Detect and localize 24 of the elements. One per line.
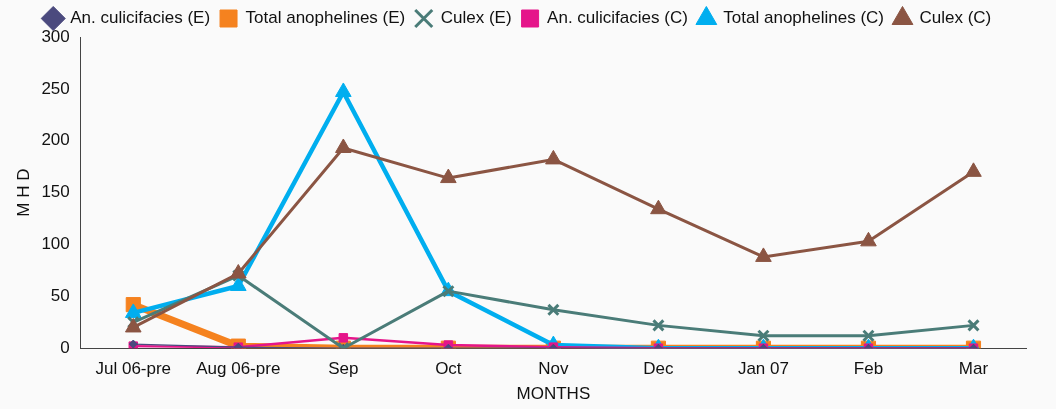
y-tick-label: 150 [41, 182, 70, 202]
legend-label: Culex (E) [440, 8, 512, 28]
y-axis-title: M H D [13, 168, 33, 217]
x-tick-label: Sep [328, 359, 359, 379]
y-tick-label: 250 [41, 78, 70, 98]
legend-label: An. culicifacies (E) [70, 8, 211, 28]
legend-label: An. culicifacies (C) [547, 8, 688, 28]
legend-label: Total anophelines (E) [245, 8, 406, 28]
x-tick-label: Nov [538, 359, 569, 379]
legend-label: Total anophelines (C) [723, 8, 885, 28]
y-tick-label: 50 [50, 286, 70, 306]
x-tick-label: Jul 06-pre [95, 359, 172, 379]
x-tick-label: Dec [643, 359, 675, 379]
y-tick-label: 300 [41, 26, 70, 46]
x-tick-label: Oct [435, 359, 462, 379]
y-tick-label: 100 [41, 234, 70, 254]
y-tick-label: 0 [60, 337, 70, 357]
x-tick-label: Jan 07 [737, 359, 789, 379]
x-tick-label: Aug 06-pre [196, 359, 281, 379]
y-tick-label: 200 [41, 130, 70, 150]
legend-label: Culex (C) [919, 8, 992, 28]
x-tick-label: Feb [853, 359, 884, 379]
x-tick-label: Mar [958, 359, 989, 379]
x-axis-title: MONTHS [516, 384, 591, 404]
